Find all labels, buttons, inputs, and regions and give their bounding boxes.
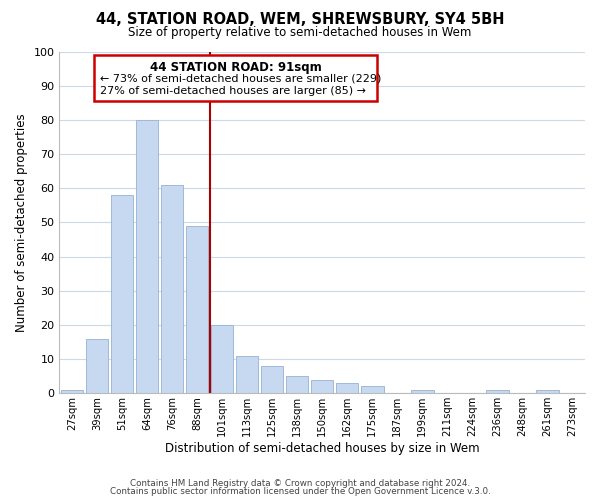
Bar xyxy=(536,390,559,394)
Y-axis label: Number of semi-detached properties: Number of semi-detached properties xyxy=(15,113,28,332)
Text: 44 STATION ROAD: 91sqm: 44 STATION ROAD: 91sqm xyxy=(149,61,322,74)
Bar xyxy=(261,366,283,394)
FancyBboxPatch shape xyxy=(94,55,377,101)
Text: Size of property relative to semi-detached houses in Wem: Size of property relative to semi-detach… xyxy=(128,26,472,39)
Text: ← 73% of semi-detached houses are smaller (229): ← 73% of semi-detached houses are smalle… xyxy=(100,74,381,84)
Bar xyxy=(361,386,383,394)
Bar xyxy=(61,390,83,394)
Bar xyxy=(161,185,184,394)
Bar xyxy=(486,390,509,394)
Bar xyxy=(211,325,233,394)
Bar xyxy=(86,338,108,394)
Text: Contains public sector information licensed under the Open Government Licence v.: Contains public sector information licen… xyxy=(110,487,490,496)
Bar xyxy=(111,195,133,394)
Bar xyxy=(136,120,158,394)
Bar xyxy=(286,376,308,394)
Text: 44, STATION ROAD, WEM, SHREWSBURY, SY4 5BH: 44, STATION ROAD, WEM, SHREWSBURY, SY4 5… xyxy=(96,12,504,28)
Bar xyxy=(186,226,208,394)
Bar xyxy=(311,380,334,394)
X-axis label: Distribution of semi-detached houses by size in Wem: Distribution of semi-detached houses by … xyxy=(165,442,479,455)
Bar xyxy=(236,356,259,394)
Bar xyxy=(336,383,358,394)
Text: 27% of semi-detached houses are larger (85) →: 27% of semi-detached houses are larger (… xyxy=(100,86,366,97)
Bar xyxy=(411,390,434,394)
Text: Contains HM Land Registry data © Crown copyright and database right 2024.: Contains HM Land Registry data © Crown c… xyxy=(130,478,470,488)
